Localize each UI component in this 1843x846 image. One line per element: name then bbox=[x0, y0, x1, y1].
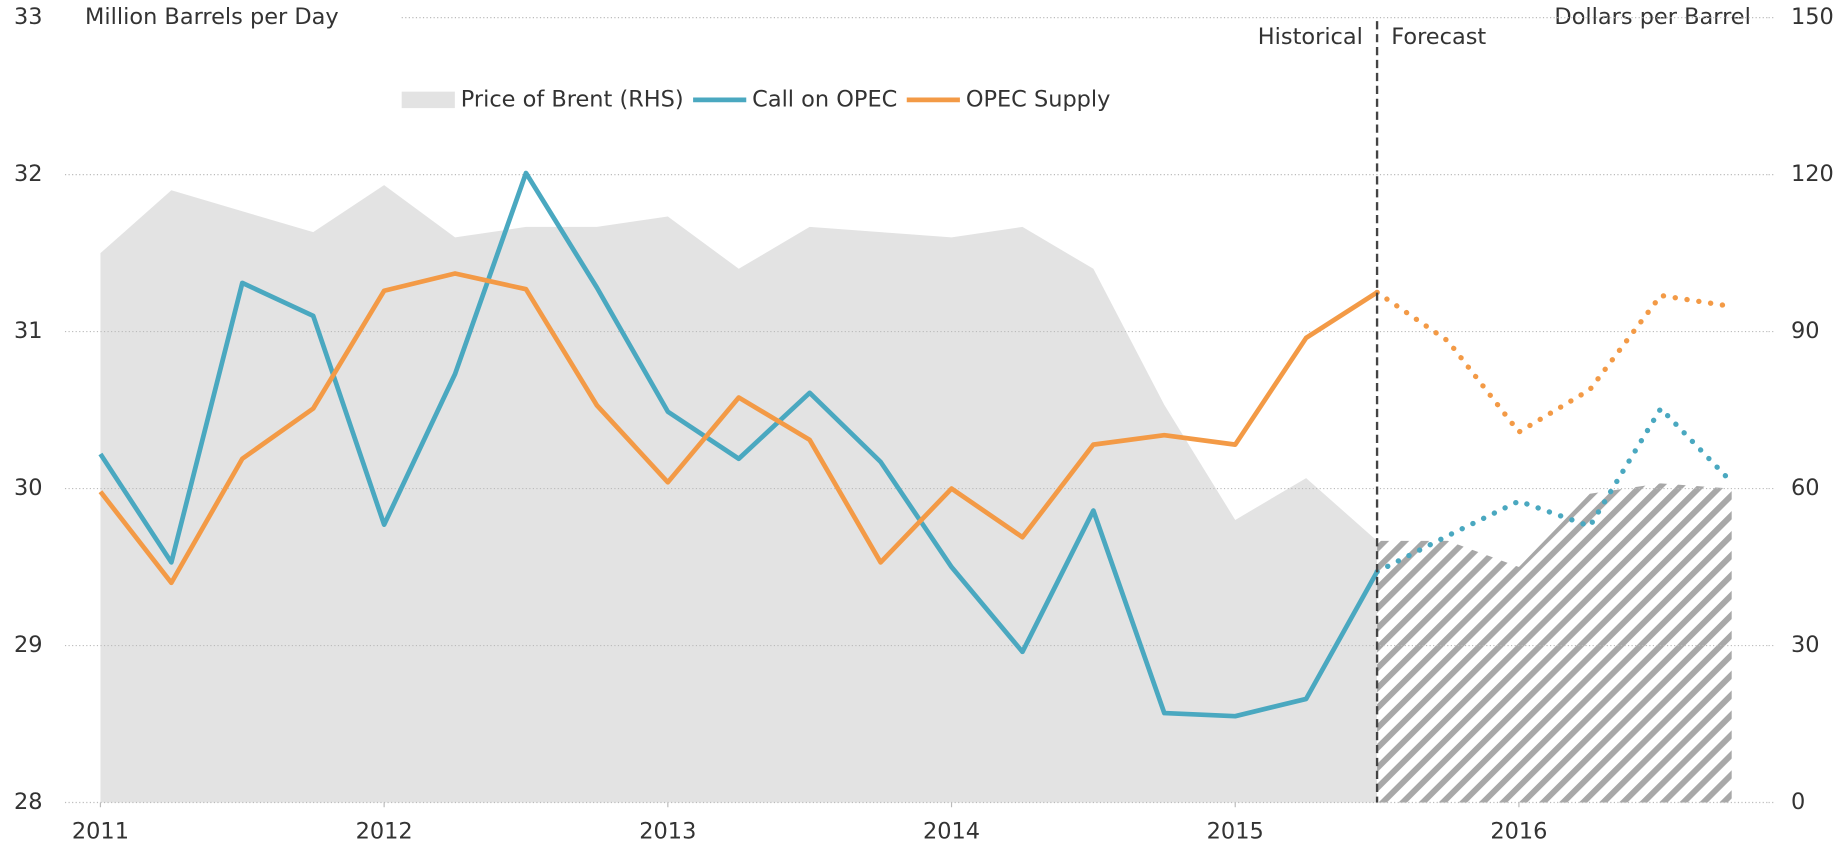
legend-label: Price of Brent (RHS) bbox=[461, 86, 684, 112]
x-tick-label: 2012 bbox=[356, 818, 413, 844]
y2-tick-label: 30 bbox=[1791, 632, 1820, 658]
y-tick-label: 30 bbox=[14, 475, 43, 501]
line-historical bbox=[98, 170, 1380, 719]
legend-item: Price of Brent (RHS) bbox=[401, 86, 684, 112]
x-tick-label: 2015 bbox=[1207, 818, 1264, 844]
x-tick-label: 2013 bbox=[639, 818, 696, 844]
legend-label: OPEC Supply bbox=[966, 86, 1111, 112]
y2-axis-title: Dollars per Barrel bbox=[1554, 4, 1750, 30]
y2-tick-label: 150 bbox=[1791, 4, 1834, 30]
y2-tick-label: 120 bbox=[1791, 161, 1834, 187]
legend-item: OPEC Supply bbox=[906, 86, 1111, 112]
y2-tick-label: 0 bbox=[1791, 789, 1805, 815]
annotation-left: Historical bbox=[1258, 24, 1363, 50]
legend-label: Call on OPEC bbox=[752, 86, 897, 112]
y-tick-label: 32 bbox=[14, 161, 43, 187]
y-tick-label: 29 bbox=[14, 632, 43, 658]
y-tick-label: 31 bbox=[14, 318, 43, 344]
area-historical bbox=[100, 185, 1378, 803]
grid bbox=[64, 17, 1776, 808]
y-tick-label: 28 bbox=[14, 789, 43, 815]
x-tick-label: 2016 bbox=[1490, 818, 1547, 844]
x-tick-label: 2014 bbox=[923, 818, 980, 844]
x-tick-label: 2011 bbox=[72, 818, 129, 844]
annotation-right: Forecast bbox=[1391, 24, 1486, 50]
line-forecast bbox=[1374, 289, 1735, 436]
y-axis-title: Million Barrels per Day bbox=[85, 4, 339, 30]
y2-tick-label: 90 bbox=[1791, 318, 1820, 344]
y2-tick-label: 60 bbox=[1791, 475, 1820, 501]
legend-swatch bbox=[401, 91, 455, 109]
y-tick-label: 33 bbox=[14, 4, 43, 30]
line-historical bbox=[98, 271, 1379, 586]
legend-item: Call on OPEC bbox=[693, 86, 897, 112]
area-forecast bbox=[1377, 483, 1732, 803]
